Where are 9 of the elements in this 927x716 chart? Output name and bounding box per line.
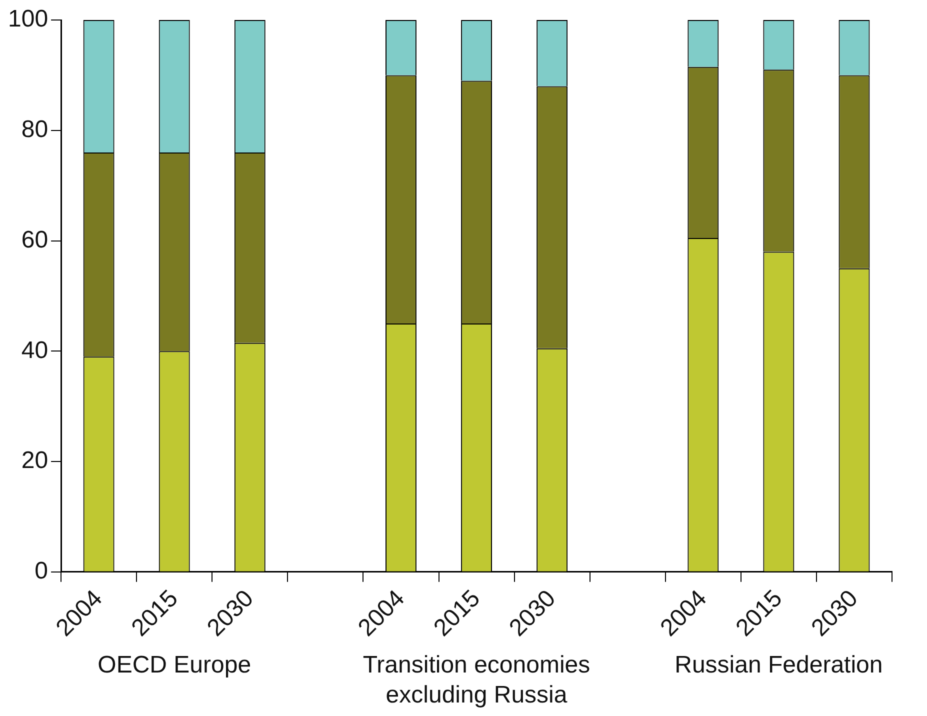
- text: Transition economies excluding Russia: [362, 652, 590, 709]
- y-tick-label: 100: [8, 6, 48, 33]
- y-tick-label: 80: [21, 116, 48, 143]
- y-tick-label: 20: [21, 447, 48, 474]
- text: OECD Europe: [98, 652, 252, 679]
- y-tick-label: 60: [21, 226, 48, 254]
- y-tick-label: 0: [34, 558, 48, 585]
- text: Russian Federation: [674, 652, 883, 679]
- y-tick-label: 40: [21, 336, 48, 364]
